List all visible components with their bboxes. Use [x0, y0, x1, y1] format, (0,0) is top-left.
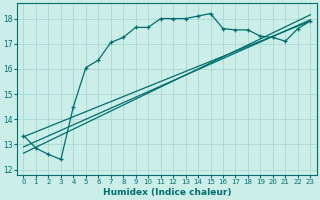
X-axis label: Humidex (Indice chaleur): Humidex (Indice chaleur) — [103, 188, 231, 197]
